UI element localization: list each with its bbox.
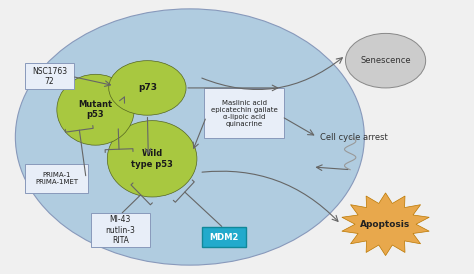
FancyBboxPatch shape (25, 63, 74, 89)
Text: MI-43
nutlin-3
RITA: MI-43 nutlin-3 RITA (105, 215, 135, 245)
Text: p73: p73 (138, 83, 157, 92)
FancyBboxPatch shape (204, 88, 284, 138)
FancyBboxPatch shape (25, 164, 89, 193)
FancyBboxPatch shape (201, 227, 246, 247)
Ellipse shape (57, 74, 134, 145)
Polygon shape (342, 193, 429, 256)
Ellipse shape (346, 33, 426, 88)
Ellipse shape (109, 61, 186, 115)
Text: PRIMA-1
PRIMA-1MET: PRIMA-1 PRIMA-1MET (35, 172, 78, 185)
Text: Mutant
p53: Mutant p53 (79, 100, 113, 119)
FancyBboxPatch shape (91, 213, 150, 247)
Text: Cell cycle arrest: Cell cycle arrest (319, 133, 387, 141)
Ellipse shape (107, 121, 197, 197)
Text: Apoptosis: Apoptosis (360, 220, 410, 229)
Text: Senescence: Senescence (360, 56, 411, 65)
Text: Wild
type p53: Wild type p53 (131, 149, 173, 169)
Text: NSC1763
72: NSC1763 72 (32, 67, 67, 86)
Ellipse shape (15, 9, 365, 265)
Text: MDM2: MDM2 (210, 233, 239, 242)
Text: Maslinic acid
epicatechin gallate
α-lipoic acid
quinacrine: Maslinic acid epicatechin gallate α-lipo… (211, 100, 277, 127)
